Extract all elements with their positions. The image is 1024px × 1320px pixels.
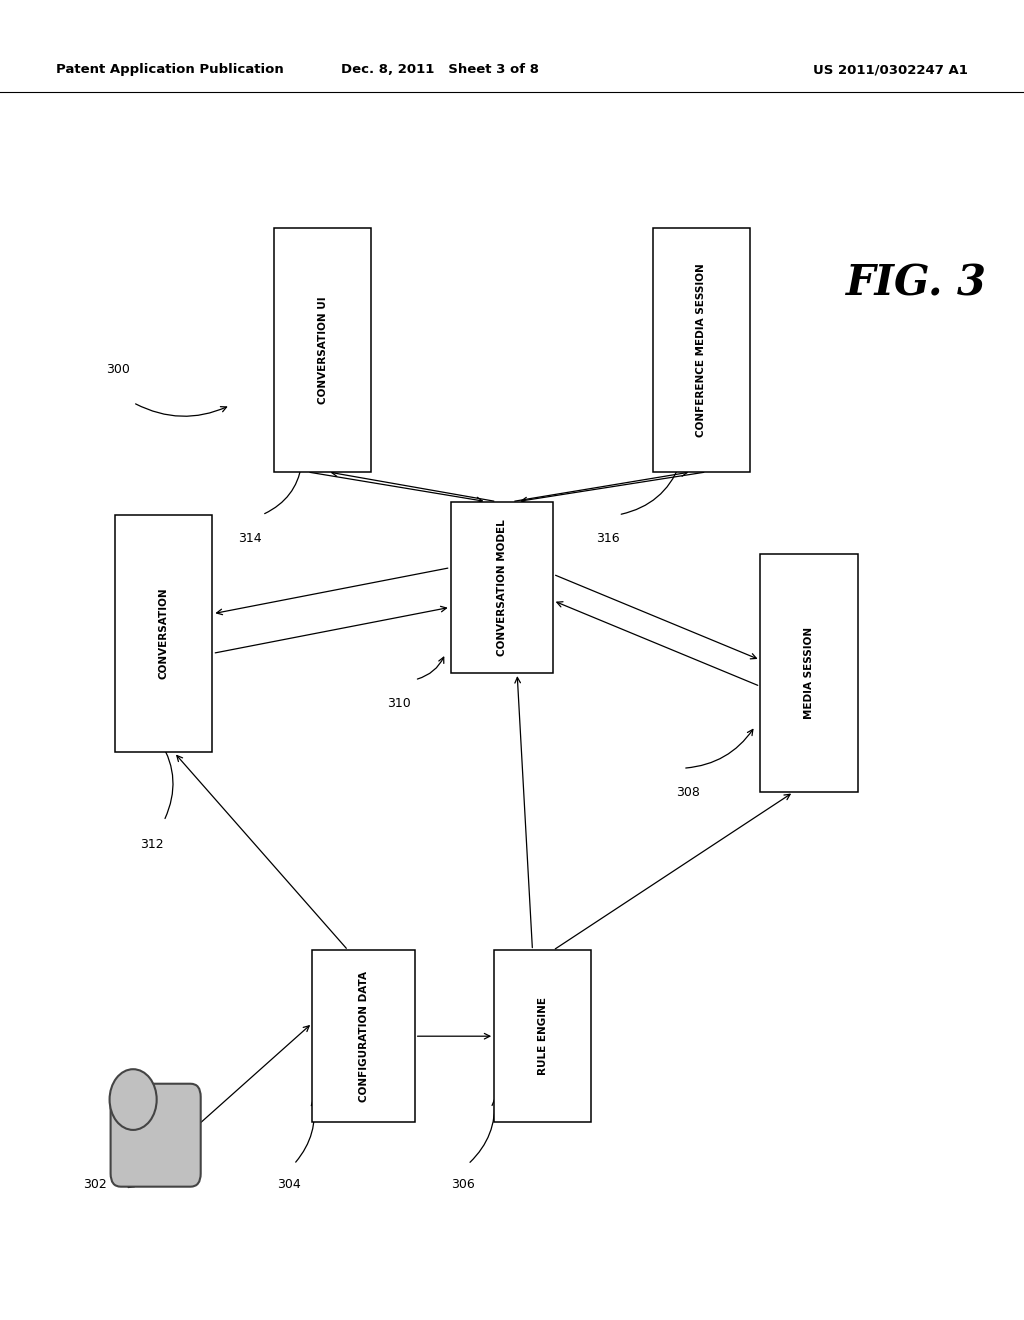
Text: CONFIGURATION DATA: CONFIGURATION DATA: [358, 970, 369, 1102]
Text: 308: 308: [676, 785, 700, 799]
Text: RULE ENGINE: RULE ENGINE: [538, 997, 548, 1076]
Text: 314: 314: [238, 532, 262, 545]
Bar: [760, 554, 858, 792]
Text: CONFERENCE MEDIA SESSION: CONFERENCE MEDIA SESSION: [696, 263, 707, 437]
Circle shape: [110, 1069, 157, 1130]
Text: 312: 312: [139, 838, 164, 851]
Text: 316: 316: [596, 532, 621, 545]
Text: FIG. 3: FIG. 3: [846, 263, 987, 305]
Text: MEDIA SESSION: MEDIA SESSION: [804, 627, 814, 719]
Text: CONVERSATION: CONVERSATION: [159, 587, 169, 680]
Bar: [312, 950, 415, 1122]
Bar: [274, 228, 372, 473]
Bar: [115, 515, 213, 752]
Text: 306: 306: [451, 1177, 475, 1191]
Text: 302: 302: [83, 1177, 108, 1191]
Bar: [451, 502, 553, 673]
Text: 300: 300: [105, 363, 130, 376]
Text: 310: 310: [387, 697, 412, 710]
Text: US 2011/0302247 A1: US 2011/0302247 A1: [813, 63, 968, 77]
Text: 304: 304: [276, 1177, 301, 1191]
Text: Dec. 8, 2011   Sheet 3 of 8: Dec. 8, 2011 Sheet 3 of 8: [341, 63, 540, 77]
Text: Patent Application Publication: Patent Application Publication: [56, 63, 284, 77]
Text: CONVERSATION MODEL: CONVERSATION MODEL: [497, 519, 507, 656]
Bar: [495, 950, 592, 1122]
Bar: [653, 228, 750, 473]
Text: CONVERSATION UI: CONVERSATION UI: [317, 296, 328, 404]
FancyBboxPatch shape: [111, 1084, 201, 1187]
